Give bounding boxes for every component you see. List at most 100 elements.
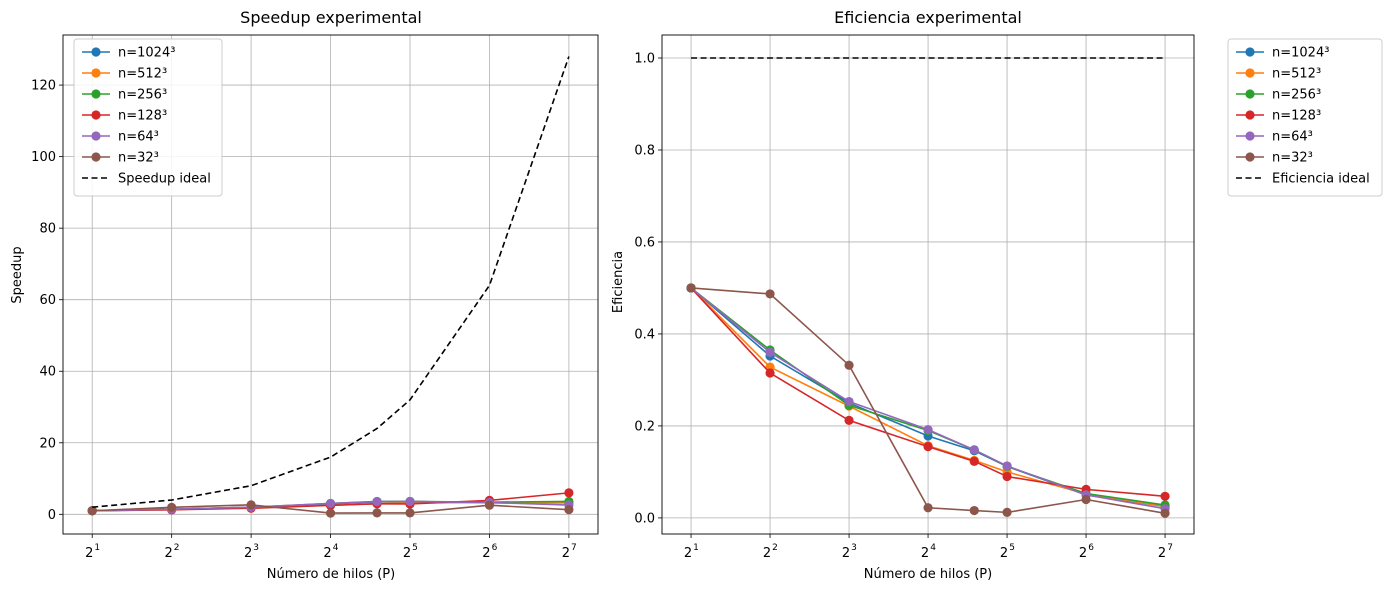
x-tick-exponent: 7 — [571, 543, 577, 553]
x-tick-exponent: 1 — [94, 543, 100, 553]
x-tick-exponent: 6 — [492, 543, 498, 553]
data-point — [969, 505, 979, 516]
data-point — [564, 488, 574, 498]
legend-label: n=1024³ — [1272, 46, 1329, 61]
data-point — [405, 508, 415, 518]
data-point — [484, 500, 495, 510]
data-point — [765, 368, 775, 378]
series-n=128³ — [686, 283, 1170, 501]
x-tick-label: 2 — [1079, 546, 1087, 561]
x-tick-label: 2 — [842, 546, 850, 561]
x-tick-label: 2 — [684, 546, 692, 561]
legend-label: n=64³ — [118, 130, 159, 145]
data-point — [765, 347, 775, 357]
legend-marker — [1245, 152, 1255, 162]
data-point — [844, 415, 854, 426]
legend-label: n=512³ — [118, 67, 167, 82]
legend-marker — [1245, 110, 1255, 120]
legend-label: n=512³ — [1272, 67, 1321, 82]
y-tick-label: 0.0 — [634, 511, 655, 526]
legend: n=1024³ n=512³ n=256³ n=128³ n=64³ n=32³ Speed… — [73, 38, 223, 197]
x-tick-exponent: 2 — [772, 543, 778, 553]
legend-marker — [1245, 68, 1255, 78]
x-tick-label: 2 — [763, 546, 771, 561]
y-axis-label: Eficiencia — [611, 251, 626, 313]
x-tick-exponent: 6 — [1088, 543, 1094, 553]
legend-marker — [1245, 47, 1255, 57]
legend-marker — [1245, 131, 1255, 141]
data-point — [1081, 494, 1091, 505]
y-tick-label: 0.8 — [634, 143, 655, 158]
data-point — [686, 283, 696, 293]
legend-box — [1227, 38, 1383, 197]
data-point — [765, 289, 775, 299]
data-point — [372, 508, 382, 518]
legend-label: n=256³ — [118, 88, 167, 103]
data-point — [1160, 508, 1170, 518]
x-tick-label: 2 — [1158, 546, 1166, 561]
x-tick-label: 2 — [562, 546, 570, 561]
x-axis-label: Número de hilos (P) — [864, 567, 992, 582]
x-tick-label: 2 — [85, 546, 93, 561]
series-n=32³ — [87, 500, 574, 518]
legend-label: n=32³ — [118, 151, 159, 166]
data-point — [372, 497, 382, 507]
y-tick-label: 120 — [31, 79, 56, 94]
x-tick-label: 2 — [1000, 546, 1008, 561]
y-axis-label: Speedup — [10, 246, 25, 303]
legend-label: n=32³ — [1272, 151, 1313, 166]
data-point — [564, 505, 574, 515]
data-point — [969, 445, 979, 455]
x-tick-label: 2 — [244, 546, 252, 561]
legend-marker — [1245, 89, 1255, 99]
data-point — [1160, 491, 1170, 501]
y-tick-label: 100 — [31, 150, 56, 165]
legend: n=1024³ n=512³ n=256³ n=128³ n=64³ n=32³ Efici… — [1227, 38, 1383, 197]
series-line — [690, 287, 1166, 510]
data-point — [167, 502, 177, 512]
legend-marker — [91, 68, 101, 78]
data-point — [1002, 507, 1012, 517]
data-point — [325, 508, 336, 518]
grid — [662, 35, 1194, 534]
x-tick-exponent: 2 — [174, 543, 180, 553]
ideal-line — [92, 56, 570, 508]
data-point — [844, 360, 854, 370]
legend-label: n=128³ — [118, 109, 167, 124]
grid — [63, 35, 598, 534]
x-tick-exponent: 7 — [1167, 543, 1173, 553]
series-Speedup ideal — [92, 56, 570, 508]
y-tick-label: 20 — [39, 436, 56, 451]
legend-marker — [91, 131, 101, 141]
x-tick-label: 2 — [323, 546, 331, 561]
x-tick-exponent: 3 — [851, 543, 857, 553]
x-tick-label: 2 — [921, 546, 929, 561]
x-tick-label: 2 — [165, 546, 173, 561]
series-line — [92, 500, 569, 512]
x-tick-exponent: 5 — [412, 543, 418, 553]
x-tick-exponent: 1 — [693, 543, 699, 553]
y-tick-label: 80 — [39, 222, 56, 237]
x-tick-label: 2 — [403, 546, 411, 561]
legend-label: n=64³ — [1272, 130, 1313, 145]
series-line — [92, 504, 569, 514]
x-tick-exponent: 5 — [1009, 543, 1015, 553]
legend-label: Speedup ideal — [118, 172, 211, 187]
chart-title: Eficiencia experimental — [834, 8, 1022, 27]
legend-label: Eficiencia ideal — [1272, 172, 1370, 187]
legend-marker — [91, 89, 101, 99]
chart-title: Speedup experimental — [240, 8, 422, 27]
y-tick-label: 1.0 — [634, 51, 655, 66]
data-point — [87, 506, 97, 516]
data-point — [325, 498, 336, 509]
legend-label: n=256³ — [1272, 88, 1321, 103]
y-tick-label: 0.6 — [634, 235, 655, 250]
legend-label: n=1024³ — [118, 46, 175, 61]
data-point — [405, 496, 415, 507]
legend-marker — [91, 47, 101, 57]
data-point — [246, 500, 256, 510]
x-tick-label: 2 — [482, 546, 490, 561]
eficiencia-chart: Eficiencia experimental Número de hilos … — [611, 8, 1383, 582]
y-tick-label: 0 — [48, 508, 56, 523]
